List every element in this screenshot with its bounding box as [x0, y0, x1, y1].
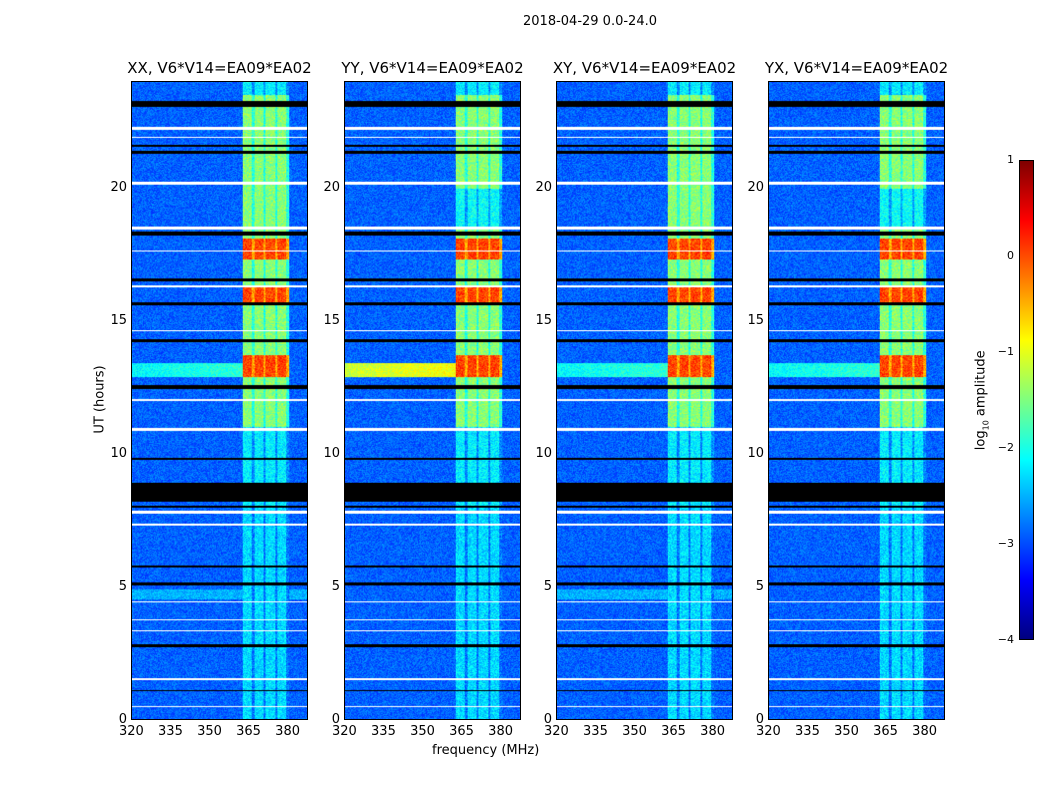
colorbar-tick-label: −4 [997, 633, 1014, 646]
x-tick-label: 350 [410, 724, 435, 739]
y-tick-label: 15 [747, 312, 764, 328]
x-tick-label: 365 [236, 724, 261, 739]
y-tick-label: 10 [110, 445, 127, 461]
heatmap-panel-0 [131, 81, 308, 720]
colorbar-tick-label: −3 [997, 537, 1014, 550]
heatmap-image [132, 82, 307, 719]
x-tick-label: 320 [119, 724, 144, 739]
colorbar-tick-label: −2 [997, 441, 1014, 454]
y-tick-label: 5 [118, 578, 127, 594]
y-tick-label: 0 [543, 712, 552, 727]
heatmap-image [345, 82, 520, 719]
x-tick-label: 365 [449, 724, 474, 739]
heatmap-panel-2 [556, 81, 733, 720]
colorbar-label: log10 amplitude [973, 350, 991, 451]
x-tick-label: 320 [756, 724, 781, 739]
x-tick-label: 320 [544, 724, 569, 739]
x-tick-label: 350 [197, 724, 222, 739]
x-tick-label: 365 [661, 724, 686, 739]
y-tick-label: 20 [323, 179, 340, 195]
heatmap-panel-3 [768, 81, 945, 720]
x-tick-label: 320 [332, 724, 357, 739]
y-tick-label: 15 [323, 312, 340, 328]
heatmap-panel-1 [344, 81, 521, 720]
y-tick-label: 5 [543, 578, 552, 594]
x-tick-label: 365 [873, 724, 898, 739]
y-tick-label: 10 [535, 445, 552, 461]
y-tick-label: 5 [755, 578, 764, 594]
x-tick-label: 380 [700, 724, 725, 739]
x-tick-label: 335 [583, 724, 608, 739]
y-tick-label: 20 [747, 179, 764, 195]
colorbar-tick-label: 1 [1007, 153, 1014, 166]
x-axis-label: frequency (MHz) [432, 743, 540, 758]
x-tick-label: 335 [371, 724, 396, 739]
panel-title: YX, V6*V14=EA09*EA02 [764, 59, 949, 77]
colorbar-tick-label: −1 [997, 345, 1014, 358]
y-tick-label: 5 [331, 578, 340, 594]
colorbar-tick-label: 0 [1007, 249, 1014, 262]
y-tick-label: 20 [110, 179, 127, 195]
y-tick-label: 10 [747, 445, 764, 461]
x-tick-label: 380 [275, 724, 300, 739]
x-tick-label: 380 [912, 724, 937, 739]
x-tick-label: 380 [488, 724, 513, 739]
x-tick-label: 350 [622, 724, 647, 739]
y-tick-label: 15 [535, 312, 552, 328]
y-tick-label: 0 [755, 712, 764, 727]
y-tick-label: 0 [118, 712, 127, 727]
colorbar [1019, 160, 1034, 640]
y-tick-label: 0 [331, 712, 340, 727]
panel-title: YY, V6*V14=EA09*EA02 [341, 59, 524, 77]
y-tick-label: 10 [323, 445, 340, 461]
y-axis-label: UT (hours) [92, 365, 108, 434]
heatmap-image [769, 82, 944, 719]
figure-title: 2018-04-29 0.0-24.0 [523, 14, 657, 29]
heatmap-image [557, 82, 732, 719]
x-tick-label: 350 [834, 724, 859, 739]
y-tick-label: 15 [110, 312, 127, 328]
x-tick-label: 335 [795, 724, 820, 739]
panel-title: XY, V6*V14=EA09*EA02 [552, 59, 737, 77]
panel-title: XX, V6*V14=EA09*EA02 [127, 59, 312, 77]
y-tick-label: 20 [535, 179, 552, 195]
x-tick-label: 335 [158, 724, 183, 739]
